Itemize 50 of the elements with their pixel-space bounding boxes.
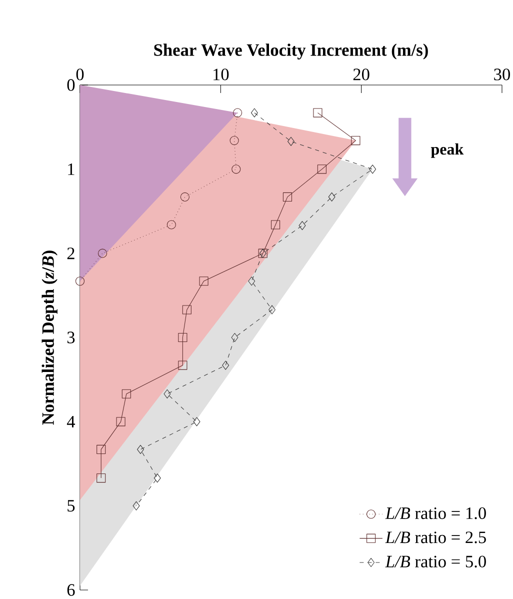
point: [164, 389, 171, 398]
point: [351, 136, 360, 146]
point: [270, 220, 280, 230]
point: [180, 192, 190, 202]
point: [250, 108, 258, 118]
point: [154, 474, 161, 483]
y-tick-label: 0: [67, 79, 75, 91]
point: [96, 444, 106, 454]
annotation: peak: [430, 143, 464, 158]
legend-label: L/B ratio = 1.0: [385, 507, 486, 520]
point: [178, 332, 188, 342]
point: [248, 276, 256, 286]
point: [288, 136, 294, 146]
x-tick-label: 10: [214, 68, 229, 80]
legend-label: L/B ratio = 2.5: [385, 532, 486, 544]
point: [75, 276, 85, 286]
x-tick-label: 30: [494, 68, 510, 80]
point: [122, 389, 131, 398]
point: [98, 248, 108, 258]
point: [132, 501, 140, 510]
point: [193, 417, 200, 426]
y-tick-label: 1: [68, 163, 74, 175]
y-tick-label: 4: [66, 416, 76, 428]
point: [328, 192, 336, 202]
point: [317, 164, 326, 174]
point: [230, 136, 239, 146]
point: [166, 220, 176, 230]
point: [222, 360, 230, 370]
point: [182, 305, 192, 314]
point: [233, 108, 242, 118]
x-tick-label: 20: [353, 68, 370, 80]
point: [199, 276, 208, 286]
y-tick-label: 3: [67, 332, 75, 344]
x-tick-label: 0: [76, 68, 84, 80]
point: [282, 192, 292, 202]
point: [298, 221, 306, 230]
point: [313, 108, 322, 118]
point: [369, 164, 376, 174]
point: [268, 305, 276, 314]
point: [116, 417, 126, 426]
y-tick-label: 2: [67, 248, 74, 260]
point: [96, 474, 106, 483]
point: [178, 360, 188, 370]
y-tick-label: 5: [68, 500, 75, 512]
legend-label: L/B ratio = 5.0: [385, 556, 486, 568]
y-tick-label: 6: [67, 584, 75, 596]
point: [137, 444, 144, 454]
x-axis-title: Shear Wave Velocity Increment (m/s): [154, 44, 428, 60]
point: [231, 332, 238, 342]
point: [232, 164, 241, 174]
